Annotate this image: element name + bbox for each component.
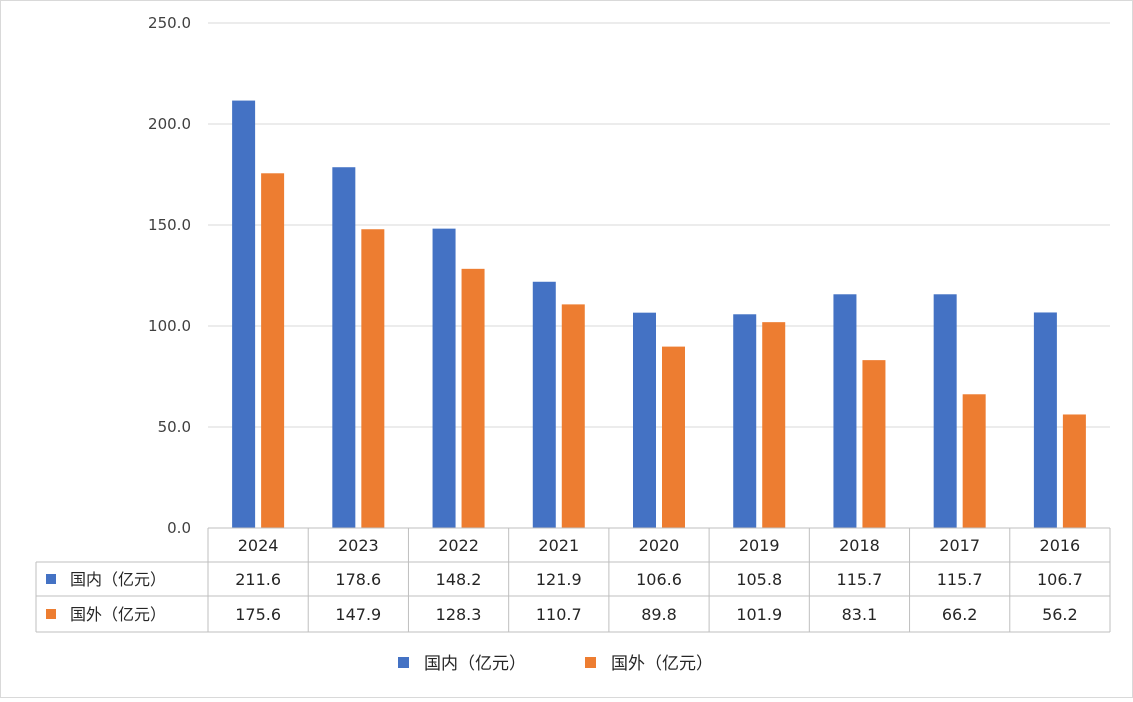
bar-foreign	[962, 394, 986, 528]
data-table: 2024 2023 2022 2021 2020 2019 2018 2017 2016 国内（亿…	[35, 527, 1111, 633]
bar-domestic	[833, 294, 857, 528]
data-label: 66.2	[942, 605, 978, 624]
bar-domestic	[633, 312, 656, 528]
bar-domestic	[232, 100, 256, 529]
bar-foreign	[561, 304, 585, 528]
table-series-swatch	[46, 574, 56, 584]
legend-swatch	[398, 657, 409, 668]
data-label: 101.9	[736, 605, 782, 624]
x-tick-label: 2021	[538, 536, 579, 555]
bars	[232, 100, 1086, 529]
data-label: 148.2	[436, 570, 482, 589]
legend-swatch	[585, 657, 596, 668]
bar-domestic	[532, 281, 556, 528]
data-label: 175.6	[235, 605, 281, 624]
data-label: 56.2	[1042, 605, 1078, 624]
data-label: 89.8	[641, 605, 677, 624]
bar-foreign	[662, 346, 685, 528]
x-tick-label: 2017	[939, 536, 980, 555]
bar-domestic	[733, 314, 757, 528]
table-series-swatch	[46, 609, 56, 619]
y-axis-ticks: 0.0 50.0 100.0 150.0 200.0 250.0	[148, 14, 191, 537]
legend-label: 国外（亿元）	[611, 654, 713, 674]
bar-foreign	[762, 322, 786, 528]
bar-domestic	[933, 294, 957, 528]
x-tick-label: 2016	[1040, 536, 1081, 555]
data-label: 178.6	[335, 570, 381, 589]
table-series-label: 国内（亿元）	[70, 570, 166, 589]
bar-foreign	[862, 360, 886, 528]
x-tick-label: 2019	[739, 536, 780, 555]
data-label: 128.3	[436, 605, 482, 624]
data-label: 115.7	[937, 570, 983, 589]
data-label: 147.9	[335, 605, 381, 624]
y-tick-label: 150.0	[148, 216, 191, 234]
gridlines	[208, 22, 1110, 428]
y-tick-label: 50.0	[158, 418, 191, 436]
bar-foreign	[261, 173, 285, 528]
data-label: 115.7	[837, 570, 883, 589]
x-tick-label: 2018	[839, 536, 880, 555]
bar-foreign	[361, 229, 385, 528]
bar-foreign	[461, 268, 485, 528]
x-tick-label: 2022	[438, 536, 479, 555]
bar-foreign	[1062, 414, 1086, 528]
table-series-label: 国外（亿元）	[70, 605, 166, 624]
data-label: 121.9	[536, 570, 582, 589]
bar-domestic	[332, 167, 356, 528]
x-tick-label: 2024	[238, 536, 279, 555]
data-label: 110.7	[536, 605, 582, 624]
data-label: 105.8	[736, 570, 782, 589]
y-tick-label: 250.0	[148, 14, 191, 32]
y-tick-label: 100.0	[148, 317, 191, 335]
legend: 国内（亿元） 国外（亿元）	[398, 654, 713, 674]
legend-label: 国内（亿元）	[424, 654, 526, 674]
bar-domestic	[1033, 312, 1057, 528]
bar-domestic	[432, 228, 456, 529]
y-tick-label: 0.0	[167, 519, 191, 537]
data-label: 106.6	[636, 570, 682, 589]
x-tick-label: 2023	[338, 536, 379, 555]
data-label: 211.6	[235, 570, 281, 589]
data-label: 106.7	[1037, 570, 1083, 589]
y-tick-label: 200.0	[148, 115, 191, 133]
x-tick-label: 2020	[639, 536, 680, 555]
data-label: 83.1	[842, 605, 878, 624]
